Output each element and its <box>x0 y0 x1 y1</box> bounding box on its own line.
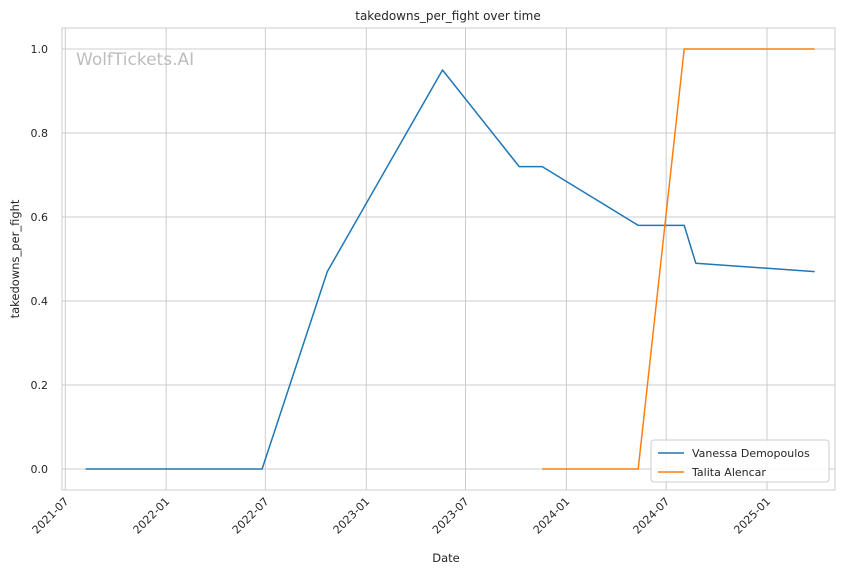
legend-label-vanessa-demopoulos: Vanessa Demopoulos <box>692 447 810 460</box>
series-layer <box>85 48 815 470</box>
x-tick-label: 2024-07 <box>631 495 673 537</box>
y-tick-label: 1.0 <box>31 43 49 56</box>
y-tick-label: 0.2 <box>31 379 49 392</box>
plot-frame <box>61 27 836 491</box>
x-tick-label: 2022-01 <box>131 495 173 537</box>
x-tick-label: 2023-01 <box>331 495 373 537</box>
y-axis-label: takedowns_per_fight <box>8 199 22 318</box>
series-line-talita-alencar <box>542 48 815 470</box>
x-tick-label: 2022-07 <box>230 495 272 537</box>
series-line-vanessa-demopoulos <box>85 69 815 470</box>
x-tick-label: 2025-01 <box>731 495 773 537</box>
x-tick-label: 2024-01 <box>531 495 573 537</box>
x-tick-label: 2021-07 <box>30 495 72 537</box>
y-tick-label: 0.0 <box>31 463 49 476</box>
legend-label-talita-alencar: Talita Alencar <box>691 466 766 479</box>
x-axis-label: Date <box>432 551 460 565</box>
x-tick-label: 2023-07 <box>430 495 472 537</box>
legend-box <box>650 439 830 483</box>
chart-title: takedowns_per_fight over time <box>355 9 541 23</box>
legend: Vanessa Demopoulos Talita Alencar <box>650 439 830 483</box>
watermark-text: WolfTickets.AI <box>76 50 194 70</box>
y-tick-label: 0.8 <box>31 127 49 140</box>
plot-background <box>62 28 835 490</box>
y-tick-label: 0.6 <box>31 211 49 224</box>
y-tick-label: 0.4 <box>31 295 49 308</box>
